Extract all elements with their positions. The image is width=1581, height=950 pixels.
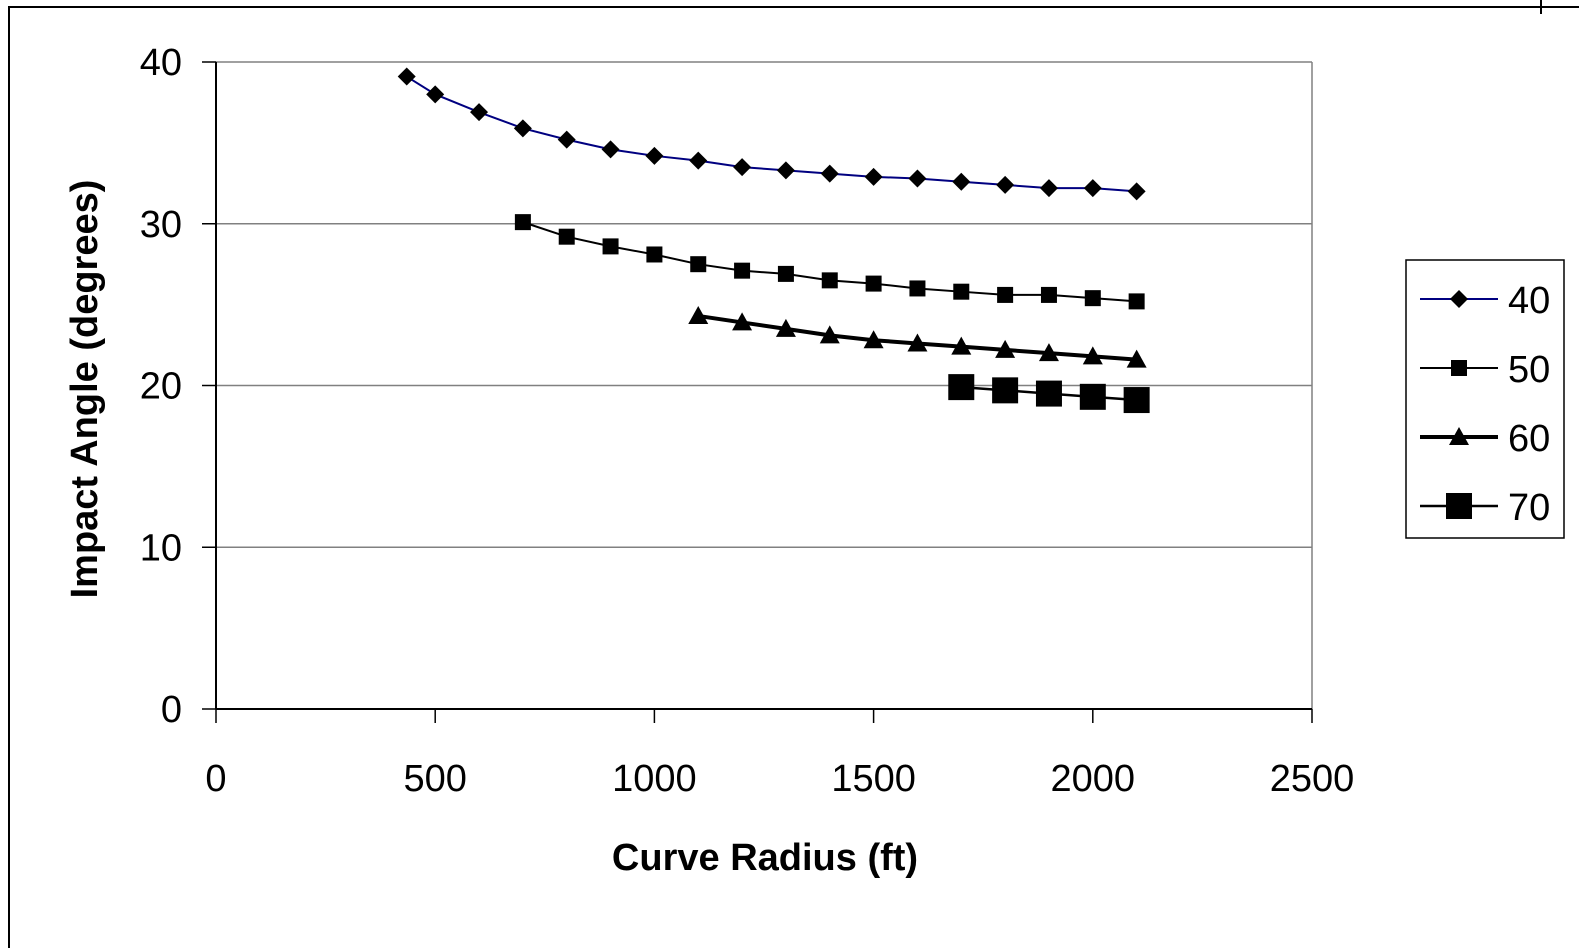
gridlines [216, 223, 1312, 548]
data-point [397, 67, 416, 86]
data-point [732, 312, 753, 331]
data-point [995, 339, 1016, 358]
data-point [690, 256, 707, 273]
data-point [426, 85, 445, 104]
legend-box [1405, 259, 1565, 539]
data-point [775, 318, 796, 337]
data-point [557, 130, 576, 149]
data-point [470, 103, 489, 122]
tick-labels: 0 10 20 30 40 0 500 1000 1500 2000 2500 [140, 42, 1355, 800]
data-point [909, 280, 926, 297]
data-point [997, 286, 1014, 303]
data-point [865, 275, 882, 292]
y-tick-label: 10 [140, 527, 182, 569]
data-point [1040, 286, 1057, 303]
data-point [1083, 179, 1102, 198]
axes [202, 61, 1313, 723]
data-point [953, 283, 970, 300]
data-point [776, 161, 795, 180]
data-point [864, 167, 883, 186]
series-50 [514, 214, 1145, 310]
legend-label: 70 [1508, 487, 1550, 529]
x-tick-label: 1500 [831, 758, 916, 800]
series-group [397, 67, 1150, 414]
legend-entry-40: 40 [1420, 280, 1550, 322]
data-point [601, 140, 620, 159]
data-point [645, 146, 664, 165]
frame-corner-mark [1540, 0, 1542, 14]
legend-entry-60: 60 [1420, 418, 1550, 460]
data-point [1127, 182, 1146, 201]
legend-marker [1451, 360, 1467, 376]
series-line [406, 75, 1137, 193]
data-point [1079, 383, 1106, 410]
legend-marker [1450, 290, 1468, 308]
chart-frame [8, 6, 1579, 948]
data-point [821, 272, 838, 289]
legend-entry-50: 50 [1420, 349, 1550, 391]
data-point [558, 228, 575, 245]
data-point [513, 119, 532, 138]
data-point [951, 336, 972, 355]
x-tick-label: 500 [403, 758, 466, 800]
legend-label: 40 [1508, 280, 1550, 322]
data-point [819, 325, 840, 344]
y-tick-label: 0 [161, 689, 182, 731]
data-point [907, 333, 928, 352]
legend-label: 50 [1508, 349, 1550, 391]
data-point [952, 172, 971, 191]
legend-marker [1446, 493, 1472, 519]
data-point [734, 262, 751, 279]
y-tick-label: 40 [140, 42, 182, 84]
data-point [908, 169, 927, 188]
data-point [820, 164, 839, 183]
x-tick-label: 2500 [1270, 758, 1355, 800]
data-point [514, 214, 531, 231]
data-point [948, 374, 975, 401]
x-tick-label: 2000 [1051, 758, 1136, 800]
legend: 40 50 60 70 [1405, 259, 1565, 539]
data-point [1039, 179, 1058, 198]
y-tick-label: 30 [140, 204, 182, 246]
series-40 [397, 67, 1146, 201]
legend-entry-70: 70 [1420, 487, 1550, 529]
data-point [1035, 380, 1062, 407]
data-point [1038, 343, 1059, 362]
data-point [996, 175, 1015, 194]
data-point [689, 151, 708, 170]
data-point [733, 158, 752, 177]
series-60 [688, 305, 1147, 368]
y-tick-label: 20 [140, 366, 182, 408]
data-point [1082, 346, 1103, 365]
x-tick-label: 0 [205, 758, 226, 800]
data-point [1123, 387, 1150, 414]
data-point [777, 265, 794, 282]
data-point [863, 330, 884, 349]
data-point [1128, 293, 1145, 310]
x-tick-label: 1000 [612, 758, 697, 800]
y-axis-title: Impact Angle (degrees) [64, 180, 106, 599]
series-70 [948, 374, 1150, 414]
x-axis-title: Curve Radius (ft) [612, 837, 918, 879]
data-point [602, 238, 619, 255]
legend-marker [1449, 427, 1469, 445]
legend-label: 60 [1508, 418, 1550, 460]
data-point [1126, 349, 1147, 368]
data-point [992, 377, 1019, 404]
data-point [688, 305, 709, 324]
data-point [646, 246, 663, 263]
data-point [1084, 290, 1101, 307]
